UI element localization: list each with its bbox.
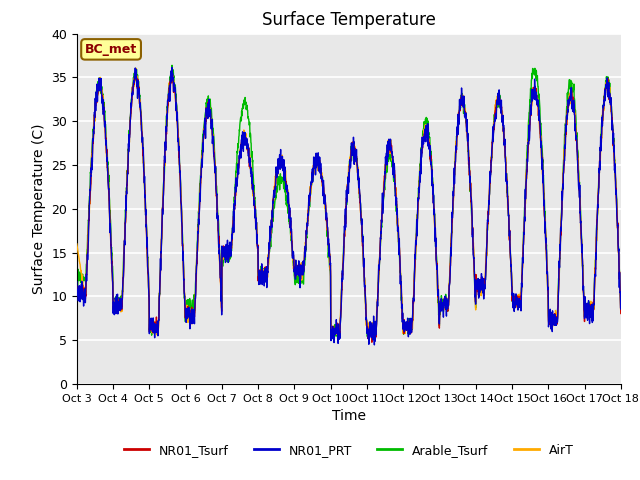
Y-axis label: Surface Temperature (C): Surface Temperature (C)	[31, 123, 45, 294]
Arable_Tsurf	[168, 62, 176, 68]
NR01_PRT	[570, 105, 577, 111]
NR01_Tsurf	[225, 256, 232, 262]
NR01_Tsurf	[368, 339, 376, 345]
Line: AirT: AirT	[77, 68, 621, 340]
NR01_Tsurf	[168, 71, 175, 76]
AirT	[377, 233, 385, 239]
NR01_Tsurf	[584, 306, 592, 312]
Arable_Tsurf	[377, 237, 385, 243]
NR01_PRT	[371, 342, 378, 348]
Arable_Tsurf	[369, 337, 376, 343]
Arable_Tsurf	[73, 277, 81, 283]
Arable_Tsurf	[508, 268, 515, 274]
NR01_Tsurf	[508, 265, 515, 271]
Line: NR01_PRT: NR01_PRT	[77, 67, 621, 345]
Text: BC_met: BC_met	[85, 43, 137, 56]
Arable_Tsurf	[617, 307, 625, 313]
AirT	[584, 307, 592, 313]
AirT	[570, 98, 577, 104]
NR01_PRT	[225, 256, 232, 262]
AirT	[617, 310, 625, 315]
AirT	[508, 267, 515, 273]
X-axis label: Time: Time	[332, 409, 366, 423]
NR01_Tsurf	[365, 331, 372, 337]
Title: Surface Temperature: Surface Temperature	[262, 11, 436, 29]
NR01_PRT	[617, 306, 625, 312]
Arable_Tsurf	[584, 306, 592, 312]
Line: Arable_Tsurf: Arable_Tsurf	[77, 65, 621, 340]
NR01_Tsurf	[73, 283, 81, 289]
NR01_Tsurf	[377, 234, 385, 240]
Arable_Tsurf	[365, 326, 372, 332]
AirT	[132, 65, 140, 71]
Legend: NR01_Tsurf, NR01_PRT, Arable_Tsurf, AirT: NR01_Tsurf, NR01_PRT, Arable_Tsurf, AirT	[119, 439, 579, 462]
AirT	[327, 337, 335, 343]
AirT	[73, 241, 81, 247]
Arable_Tsurf	[570, 87, 577, 93]
Line: NR01_Tsurf: NR01_Tsurf	[77, 73, 621, 342]
NR01_PRT	[168, 64, 175, 70]
NR01_Tsurf	[570, 94, 577, 100]
NR01_Tsurf	[617, 311, 625, 316]
AirT	[365, 323, 372, 329]
Arable_Tsurf	[225, 259, 232, 264]
AirT	[225, 248, 232, 254]
NR01_PRT	[73, 279, 81, 285]
NR01_PRT	[377, 236, 385, 242]
NR01_PRT	[584, 307, 592, 313]
NR01_PRT	[508, 262, 515, 268]
NR01_PRT	[365, 329, 372, 335]
